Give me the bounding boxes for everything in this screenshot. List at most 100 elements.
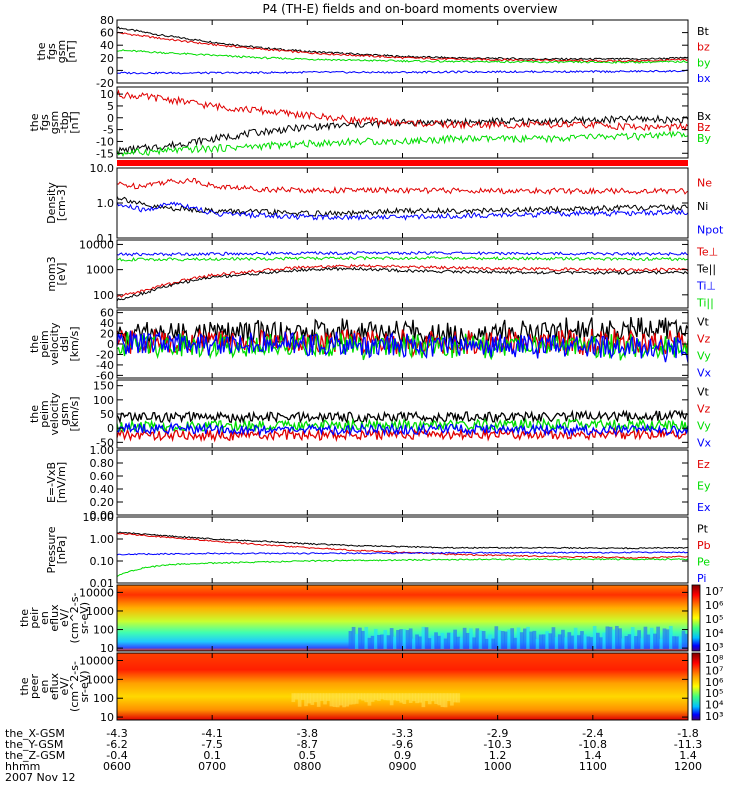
spectrogram-cell: [440, 693, 445, 708]
ytick-label: 0: [107, 64, 114, 77]
ytick-label: 10000: [79, 655, 114, 668]
ylabel-line: the: [28, 405, 41, 423]
spectrogram-cell: [380, 693, 384, 700]
plot-area: [117, 168, 688, 238]
ephemeris-value: 1000: [484, 760, 512, 773]
ytick-label: 60: [100, 307, 114, 320]
ephemeris-label: the_X-GSM: [5, 727, 65, 740]
ylabel-line: E=-VxB: [45, 462, 58, 503]
ephemeris-value: 0900: [389, 760, 417, 773]
spectrogram-cell: [465, 632, 470, 649]
spectrogram-cell: [583, 634, 587, 649]
spectrogram-cell: [332, 693, 337, 707]
ylabel-line: the: [28, 113, 41, 131]
ylabel-line: peir: [28, 607, 41, 629]
spectrogram-cell: [392, 693, 397, 701]
colorbar-tick-label: 10⁴: [705, 699, 724, 712]
figure-title: P4 (TH-E) fields and on-board moments ov…: [262, 2, 557, 16]
spectrogram-cell: [446, 632, 451, 649]
spectrogram-cell: [637, 630, 641, 649]
spectrogram-cell: [634, 636, 638, 649]
ytick-label: 0: [107, 338, 114, 351]
ephemeris-label: 2007 Nov 12: [5, 771, 75, 784]
ylabel-line: [km/s]: [68, 396, 81, 431]
spectrogram-cell: [443, 638, 448, 649]
spectrogram-cell: [399, 629, 403, 649]
spectrogram-cell: [627, 634, 632, 649]
spectrogram-cell: [326, 693, 331, 701]
spectrogram-cell: [348, 631, 353, 649]
spectrogram-cell: [649, 627, 654, 649]
spectrogram-electrons: [117, 653, 688, 720]
ylabel-line: mom3: [45, 256, 58, 291]
panel-7: E=-VxB[mV/m] 1.000.800.600.400.200.00 Ez Ey…: [45, 444, 711, 522]
ephemeris-value: 0600: [103, 760, 131, 773]
ephemeris-value: -11.3: [674, 738, 702, 751]
legend-vy: Vy: [697, 350, 711, 363]
series-pb: [116, 532, 689, 559]
ylabel-line: eV/: [58, 677, 71, 695]
ylabel-line: en: [38, 680, 51, 694]
spectrogram-cell: [453, 693, 457, 703]
ylabel-line: peim: [38, 400, 51, 428]
ytick-label: 10: [100, 642, 114, 655]
spectrogram-cell: [367, 637, 372, 649]
spectrogram-cell: [538, 634, 543, 649]
ephemeris-value: 0800: [293, 760, 321, 773]
legend-pb: Pb: [697, 539, 711, 552]
spectrogram-cell: [497, 630, 502, 649]
ephemeris-value: 1200: [674, 760, 702, 773]
plot-area: [117, 20, 688, 83]
legend-vx: Vx: [697, 437, 712, 450]
spectrogram-cell: [675, 636, 679, 649]
spectrogram-cell: [396, 629, 400, 649]
ytick-label: 0.60: [90, 470, 115, 483]
spectrogram-cell: [484, 638, 489, 649]
spectrogram-cell: [557, 634, 562, 649]
spectrogram-cell: [370, 693, 375, 702]
spectrogram-cell: [300, 693, 305, 700]
ephemeris-value: 1100: [579, 760, 607, 773]
plot-area: [117, 517, 688, 583]
spectrogram-cell: [504, 631, 508, 649]
ytick-label: -40: [96, 359, 114, 372]
series-bz: [116, 31, 689, 63]
panel-3-ylabel: Density[cm-3]: [45, 182, 68, 224]
spectrogram-cell: [630, 627, 635, 649]
spectrogram-cell: [434, 632, 438, 649]
legend-te: Te||: [696, 263, 716, 276]
spectrogram-cell: [494, 626, 499, 649]
ephemeris-value: -10.8: [579, 738, 607, 751]
ytick-label: 100: [93, 394, 114, 407]
spectrogram-cell: [323, 693, 327, 705]
legend-ex: Ex: [697, 501, 711, 514]
spectrogram-cell: [618, 628, 622, 649]
series-pi: [116, 551, 689, 556]
spectrogram-cell: [370, 635, 375, 649]
spectrogram-cell: [656, 626, 660, 649]
panel-8-ylabel: Pressure[nPa]: [45, 526, 68, 573]
colorbar-tick-label: 10⁴: [705, 627, 724, 640]
spectrogram-cell: [554, 637, 559, 649]
spectrogram-cell: [392, 636, 397, 649]
legend-ez: Ez: [697, 458, 710, 471]
spectrogram-cell: [335, 693, 340, 708]
spectrogram-cell: [665, 629, 670, 649]
spectrogram-cell: [586, 636, 591, 649]
spectrogram-cell: [608, 626, 613, 649]
spectrogram-cell: [596, 632, 600, 649]
colorbar-tick-label: 10⁵: [705, 687, 723, 700]
ytick-label: 0.40: [90, 483, 115, 496]
ylabel-line: gsm: [58, 402, 71, 425]
legend-ti: Ti⊥: [696, 280, 716, 293]
panels: thefgsgsm[nT]806040200-20Btbzbybxthefgsg…: [18, 14, 724, 724]
spectrogram-cell: [342, 693, 346, 708]
spectrogram-cell: [386, 693, 391, 701]
ylabel-line: [nT]: [65, 40, 78, 62]
spectrogram-cell: [450, 693, 454, 706]
ylabel-line: velocity: [48, 322, 61, 365]
ytick-label: 0: [107, 112, 114, 125]
